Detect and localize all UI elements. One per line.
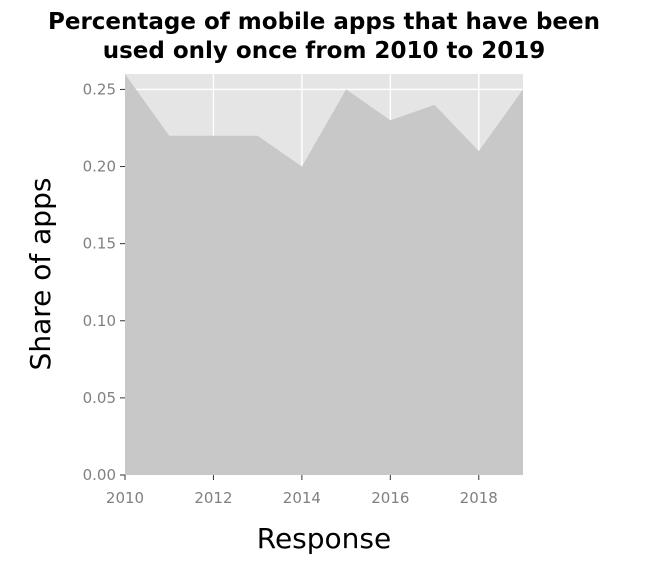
chart-title-line-1: Percentage of mobile apps that have been bbox=[48, 9, 600, 35]
y-tick-label: 0.10 bbox=[83, 312, 116, 330]
x-tick-label: 2018 bbox=[460, 489, 498, 507]
y-tick-label: 0.15 bbox=[83, 235, 116, 253]
x-tick-label: 2016 bbox=[371, 489, 409, 507]
y-tick-label: 0.20 bbox=[83, 158, 116, 176]
y-tick-label: 0.25 bbox=[83, 80, 116, 98]
x-tick-label: 2014 bbox=[283, 489, 321, 507]
chart-title-line-2: used only once from 2010 to 2019 bbox=[103, 38, 546, 64]
x-axis-title: Response bbox=[257, 522, 391, 555]
x-tick-label: 2010 bbox=[106, 489, 144, 507]
x-tick-label: 2012 bbox=[194, 489, 232, 507]
y-axis: 0.00 0.05 0.10 0.15 0.20 0.25 bbox=[83, 80, 125, 484]
y-tick-label: 0.00 bbox=[83, 466, 116, 484]
y-tick-label: 0.05 bbox=[83, 389, 116, 407]
area-series bbox=[125, 74, 523, 475]
y-axis-title: Share of apps bbox=[24, 178, 57, 371]
x-axis: 2010 2012 2014 2016 2018 bbox=[106, 475, 498, 507]
